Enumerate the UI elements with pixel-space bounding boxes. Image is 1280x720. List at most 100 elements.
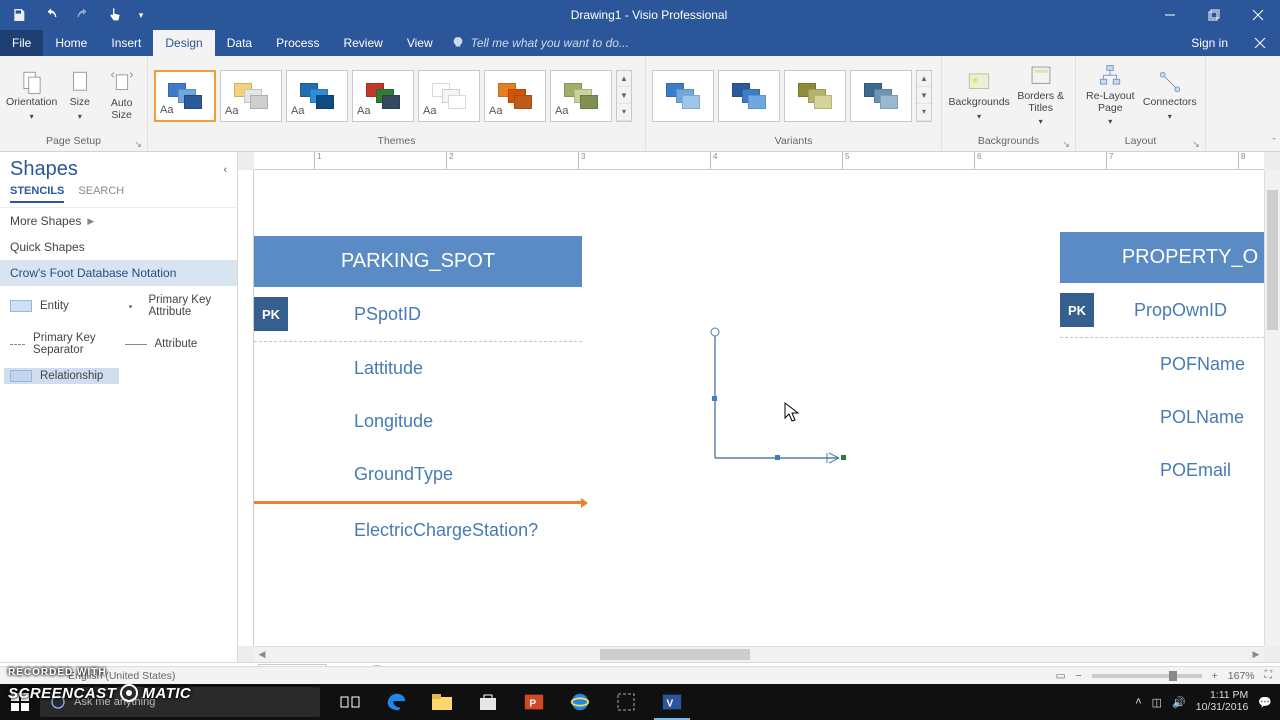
shapes-pane: Shapes ‹ STENCILS SEARCH More Shapes▶ Qu… [0,152,238,662]
collapse-shapes-icon[interactable]: ‹ [223,164,227,176]
fit-page-icon[interactable]: ⛶ [1265,669,1272,682]
restore-button[interactable] [1192,0,1236,30]
tab-insert[interactable]: Insert [99,30,153,56]
windows-taskbar: Ask me anything P V ˄ ◫ 🔊 1:11 PM 10/31/… [0,684,1280,720]
redo-icon[interactable] [68,1,98,29]
attribute-row: POLName [1060,391,1264,444]
themes-more[interactable]: ▲▼▾ [616,70,632,122]
zoom-level[interactable]: 167% [1228,670,1255,682]
relayout-button[interactable]: Re-Layout Page [1082,63,1139,128]
task-view-icon[interactable] [328,684,372,720]
connectors-button[interactable]: Connectors [1141,69,1199,122]
collapse-ribbon-icon[interactable]: ˆ [1272,137,1276,149]
tray-clock[interactable]: 1:11 PM 10/31/2016 [1196,690,1249,713]
stencils-tab[interactable]: STENCILS [10,185,64,203]
visio-icon[interactable]: V [650,684,694,720]
theme-swatch[interactable]: Aa [220,70,282,122]
shape-pk-separator[interactable]: Primary Key Separator [4,330,119,358]
cortana-icon [50,694,66,710]
shape-attribute[interactable]: Attribute [119,330,234,358]
size-button[interactable]: Size [61,69,98,122]
tell-me-search[interactable]: Tell me what you want to do... [445,30,1180,56]
page-setup-launcher[interactable] [132,138,144,150]
presentation-mode-icon[interactable]: ▭ [1056,670,1066,682]
theme-swatch[interactable]: Aa [154,70,216,122]
tab-file[interactable]: File [0,30,43,56]
entity-property-owner[interactable]: PROPERTY_O PK PropOwnID POFName POLName … [1060,232,1264,497]
close-button[interactable] [1236,0,1280,30]
touch-mode-icon[interactable] [100,1,130,29]
layout-launcher[interactable] [1190,138,1202,150]
save-icon[interactable] [4,1,34,29]
minimize-button[interactable] [1148,0,1192,30]
tab-process[interactable]: Process [264,30,331,56]
theme-swatch[interactable] [718,70,780,122]
group-label-page-setup: Page Setup [46,135,101,147]
theme-swatch[interactable] [652,70,714,122]
borders-titles-button[interactable]: Borders & Titles [1012,63,1069,128]
powerpoint-icon[interactable]: P [512,684,556,720]
sign-in-link[interactable]: Sign in [1179,30,1240,56]
file-explorer-icon[interactable] [420,684,464,720]
status-language: English (United States) [68,670,175,682]
tab-home[interactable]: Home [43,30,99,56]
theme-swatch[interactable]: Aa [418,70,480,122]
themes-gallery[interactable]: AaAaAaAaAaAaAa [154,70,612,122]
tab-design[interactable]: Design [153,30,214,56]
orientation-button[interactable]: Orientation [6,69,57,122]
backgrounds-button[interactable]: Backgrounds [948,69,1010,122]
snip-icon[interactable] [604,684,648,720]
stencil-crows-foot[interactable]: Crow's Foot Database Notation [0,260,237,286]
start-button[interactable] [0,693,40,711]
tab-review[interactable]: Review [331,30,394,56]
backgrounds-launcher[interactable] [1060,138,1072,150]
theme-swatch[interactable]: Aa [484,70,546,122]
ie-icon[interactable] [558,684,602,720]
shapes-title: Shapes [10,158,223,181]
group-label-layout: Layout [1125,135,1157,147]
qat-customize-icon[interactable]: ▾ [132,1,150,29]
store-icon[interactable] [466,684,510,720]
quick-shapes-row[interactable]: Quick Shapes [0,234,237,260]
svg-text:V: V [667,699,674,710]
theme-swatch[interactable]: Aa [550,70,612,122]
workspace: Shapes ‹ STENCILS SEARCH More Shapes▶ Qu… [0,152,1280,662]
shape-entity[interactable]: Entity [4,292,119,320]
undo-icon[interactable] [36,1,66,29]
horizontal-scrollbar[interactable]: ◀▶ [254,646,1264,662]
entity-parking-spot[interactable]: PARKING_SPOT PK PSpotID Lattitude Longit… [254,236,582,557]
tab-data[interactable]: Data [215,30,264,56]
tell-me-placeholder: Tell me what you want to do... [471,36,629,50]
zoom-slider[interactable] [1092,674,1202,678]
theme-swatch[interactable]: Aa [352,70,414,122]
theme-swatch[interactable] [784,70,846,122]
horizontal-ruler: 12345678 [254,152,1264,170]
tray-network-icon[interactable]: ◫ [1152,696,1162,709]
tray-volume-icon[interactable]: 🔊 [1172,696,1186,709]
action-center-icon[interactable]: 💬 [1258,696,1272,709]
theme-swatch[interactable] [850,70,912,122]
attribute-row: Longitude [254,395,582,448]
edge-icon[interactable] [374,684,418,720]
more-shapes-row[interactable]: More Shapes▶ [0,208,237,234]
cortana-search[interactable]: Ask me anything [40,687,320,717]
tab-view[interactable]: View [395,30,445,56]
svg-text:P: P [529,699,536,710]
group-label-themes: Themes [378,135,416,147]
relationship-connector[interactable] [709,328,859,473]
attribute-row: GroundType [254,448,582,501]
shape-pk-attribute[interactable]: Primary Key Attribute [119,292,234,320]
close-doc-button[interactable] [1240,30,1280,56]
shape-relationship[interactable]: Relationship [4,368,119,384]
variants-more[interactable]: ▲▼▾ [916,70,932,122]
pk-badge: PK [254,297,288,331]
search-tab[interactable]: SEARCH [78,185,124,203]
vertical-scrollbar[interactable] [1264,170,1280,646]
drawing-canvas[interactable]: PARKING_SPOT PK PSpotID Lattitude Longit… [254,170,1264,646]
theme-swatch[interactable]: Aa [286,70,348,122]
auto-size-button[interactable]: Auto Size [102,70,141,121]
title-bar: ▾ Drawing1 - Visio Professional [0,0,1280,30]
tray-chevron-icon[interactable]: ˄ [1135,696,1141,708]
variants-gallery[interactable] [652,70,912,122]
pk-field: PSpotID [288,304,421,325]
